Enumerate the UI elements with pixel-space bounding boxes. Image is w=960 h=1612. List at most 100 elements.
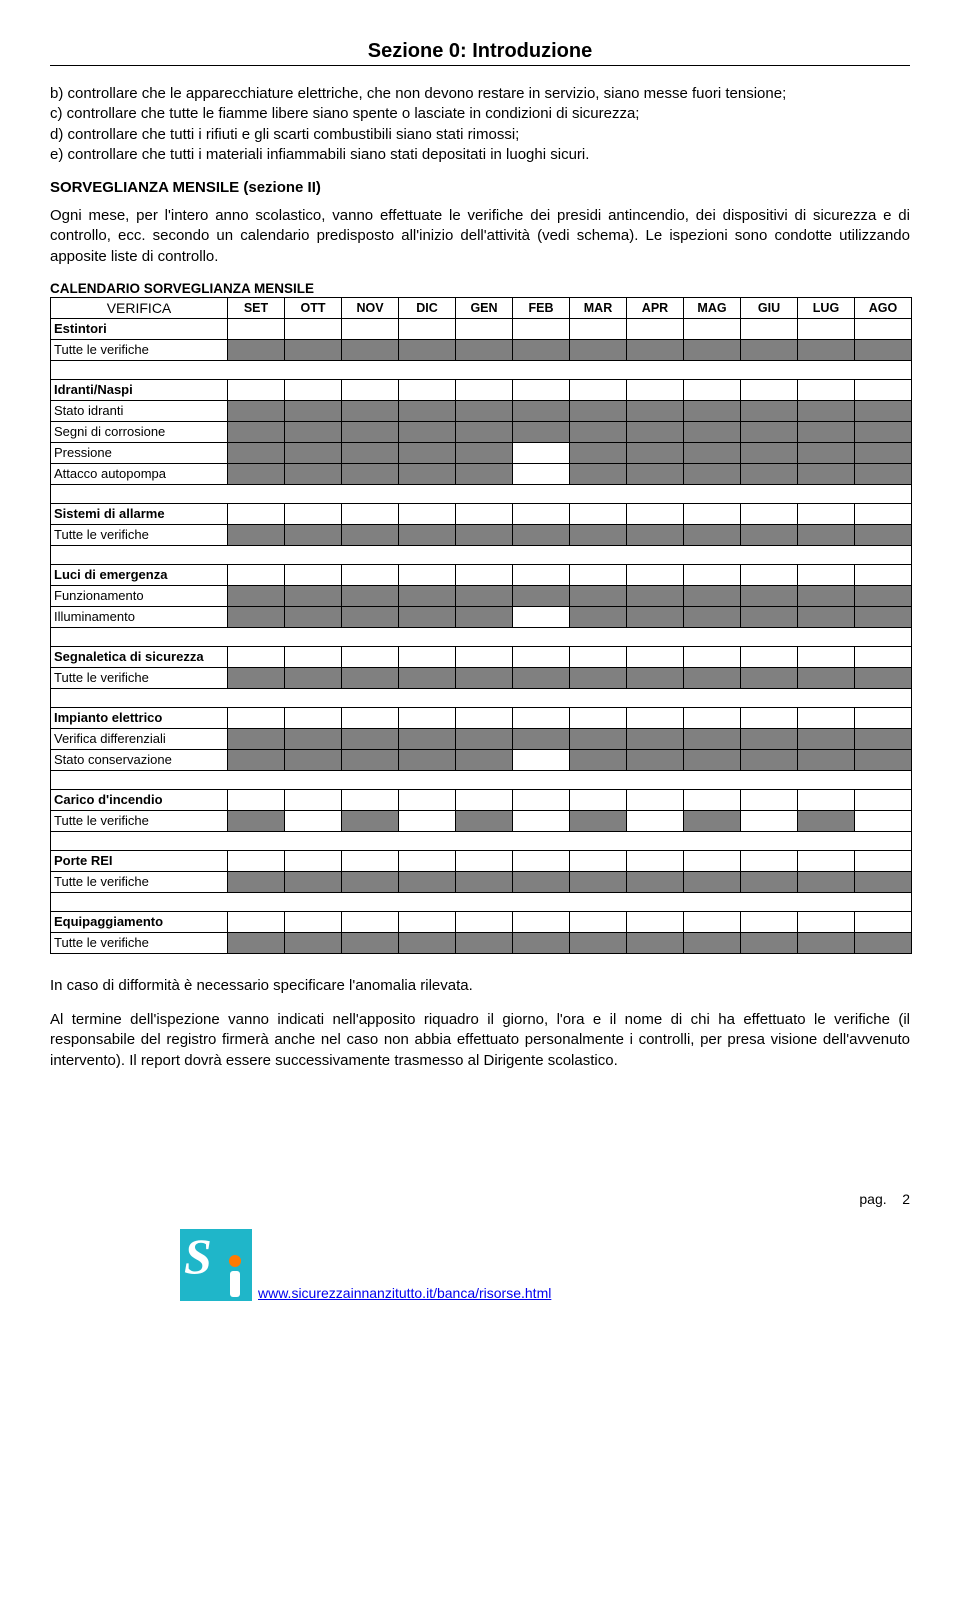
table-cell <box>228 318 285 339</box>
table-cell <box>228 400 285 421</box>
table-cell <box>228 850 285 871</box>
table-cell <box>228 463 285 484</box>
table-cell <box>855 810 912 831</box>
table-cell <box>342 667 399 688</box>
table-cell <box>228 503 285 524</box>
table-cell <box>684 667 741 688</box>
table-cell <box>228 442 285 463</box>
table-cell <box>741 379 798 400</box>
table-cell <box>570 850 627 871</box>
table-cell <box>228 749 285 770</box>
table-cell <box>627 646 684 667</box>
table-cell <box>285 585 342 606</box>
table-cell <box>798 421 855 442</box>
table-cell <box>456 646 513 667</box>
table-cell <box>570 667 627 688</box>
table-cell <box>627 850 684 871</box>
footer-link[interactable]: www.sicurezzainnanzitutto.it/banca/risor… <box>258 1285 551 1301</box>
table-cell <box>570 810 627 831</box>
table-cell <box>570 564 627 585</box>
table-cell <box>627 911 684 932</box>
table-cell <box>399 442 456 463</box>
col-month: SET <box>228 297 285 318</box>
table-cell <box>627 318 684 339</box>
table-cell <box>741 810 798 831</box>
table-cell <box>798 932 855 953</box>
table-cell <box>855 318 912 339</box>
table-cell <box>855 911 912 932</box>
table-cell <box>285 606 342 627</box>
table-cell <box>228 871 285 892</box>
table-cell <box>684 606 741 627</box>
table-cell <box>399 749 456 770</box>
table-cell <box>684 379 741 400</box>
table-cell <box>513 911 570 932</box>
table-cell <box>741 585 798 606</box>
table-cell <box>456 400 513 421</box>
divider <box>50 65 910 66</box>
table-cell <box>684 442 741 463</box>
table-cell <box>741 707 798 728</box>
table-cell <box>399 667 456 688</box>
table-row-label: Tutte le verifiche <box>51 339 228 360</box>
table-cell <box>627 707 684 728</box>
table-cell <box>798 789 855 810</box>
table-cell <box>684 339 741 360</box>
table-row-label: Tutte le verifiche <box>51 932 228 953</box>
table-cell <box>513 606 570 627</box>
table-cell <box>627 421 684 442</box>
table-cell <box>456 749 513 770</box>
table-cell <box>285 421 342 442</box>
table-cell <box>741 850 798 871</box>
calendar-table: VERIFICA SETOTTNOVDICGENFEBMARAPRMAGGIUL… <box>50 297 912 954</box>
table-cell <box>627 667 684 688</box>
table-cell <box>855 749 912 770</box>
table-cell <box>399 503 456 524</box>
logo: S <box>180 1229 252 1301</box>
table-cell <box>456 318 513 339</box>
table-cell <box>513 871 570 892</box>
section-title: Sezione 0: Introduzione <box>50 40 910 63</box>
table-cell <box>855 463 912 484</box>
table-row-label: Attacco autopompa <box>51 463 228 484</box>
table-cell <box>513 318 570 339</box>
table-cell <box>285 318 342 339</box>
table-row-label: Estintori <box>51 318 228 339</box>
table-cell <box>513 932 570 953</box>
table-cell <box>228 911 285 932</box>
page-number-value: 2 <box>902 1191 910 1207</box>
table-cell <box>570 463 627 484</box>
table-cell <box>684 400 741 421</box>
table-cell <box>741 749 798 770</box>
table-cell <box>228 524 285 545</box>
table-cell <box>342 707 399 728</box>
table-cell <box>570 379 627 400</box>
table-cell <box>399 932 456 953</box>
col-month: MAR <box>570 297 627 318</box>
table-cell <box>456 442 513 463</box>
table-row-label: Sistemi di allarme <box>51 503 228 524</box>
table-cell <box>513 400 570 421</box>
table-cell <box>285 503 342 524</box>
table-cell <box>456 421 513 442</box>
table-cell <box>855 524 912 545</box>
table-cell <box>513 667 570 688</box>
table-cell <box>627 810 684 831</box>
page-number: pag. 2 <box>859 1191 910 1207</box>
table-cell <box>798 850 855 871</box>
table-cell <box>228 421 285 442</box>
table-cell <box>456 667 513 688</box>
table-cell <box>513 707 570 728</box>
table-spacer-row <box>51 627 912 646</box>
table-cell <box>399 850 456 871</box>
table-cell <box>513 728 570 749</box>
table-cell <box>627 442 684 463</box>
table-cell <box>855 728 912 749</box>
table-cell <box>798 524 855 545</box>
table-cell <box>342 463 399 484</box>
table-cell <box>285 667 342 688</box>
table-cell <box>285 728 342 749</box>
table-cell <box>228 564 285 585</box>
table-cell <box>570 503 627 524</box>
table-cell <box>285 379 342 400</box>
